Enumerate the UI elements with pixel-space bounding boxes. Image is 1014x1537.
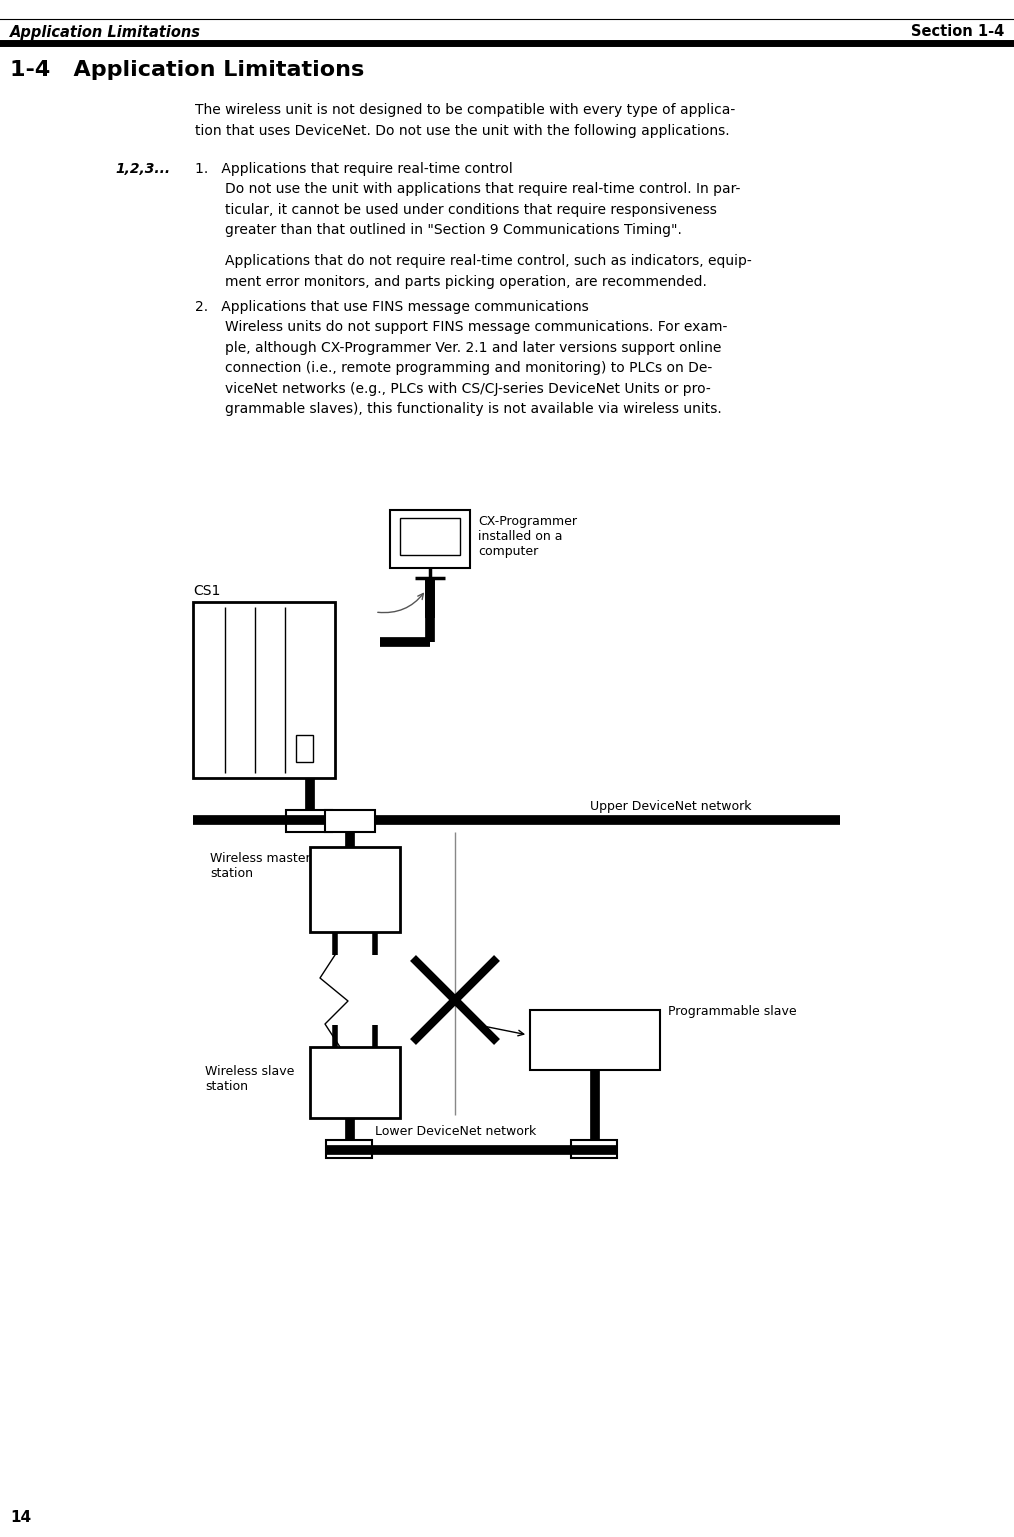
- Text: Lower DeviceNet network: Lower DeviceNet network: [375, 1125, 536, 1137]
- Bar: [390, 510, 470, 569]
- Bar: [296, 735, 313, 762]
- Bar: [530, 1010, 660, 1070]
- Text: 2.   Applications that use FINS message communications: 2. Applications that use FINS message co…: [195, 300, 589, 314]
- Text: The wireless unit is not designed to be compatible with every type of applica-
t: The wireless unit is not designed to be …: [195, 103, 735, 138]
- Text: Wireless slave
station: Wireless slave station: [205, 1065, 294, 1093]
- Bar: [571, 1140, 617, 1157]
- Text: Programmable slave: Programmable slave: [668, 1005, 797, 1017]
- Bar: [286, 810, 332, 832]
- Text: Section 1-4: Section 1-4: [911, 25, 1004, 40]
- Text: Applications that do not require real-time control, such as indicators, equip-
m: Applications that do not require real-ti…: [225, 254, 751, 289]
- Text: 1-4   Application Limitations: 1-4 Application Limitations: [10, 60, 364, 80]
- Text: Wireless master
station: Wireless master station: [210, 851, 310, 881]
- Text: Application Limitations: Application Limitations: [10, 25, 201, 40]
- Text: 14: 14: [10, 1509, 31, 1525]
- Bar: [193, 603, 335, 778]
- Text: 1.   Applications that require real-time control: 1. Applications that require real-time c…: [195, 161, 513, 177]
- Bar: [325, 810, 375, 832]
- Bar: [400, 518, 460, 555]
- Bar: [310, 1047, 400, 1117]
- Bar: [310, 847, 400, 931]
- Text: CX-Programmer
installed on a
computer: CX-Programmer installed on a computer: [478, 515, 577, 558]
- Text: CS1: CS1: [193, 584, 220, 598]
- Text: Upper DeviceNet network: Upper DeviceNet network: [590, 799, 751, 813]
- Text: Do not use the unit with applications that require real-time control. In par-
ti: Do not use the unit with applications th…: [225, 181, 740, 237]
- Text: 1,2,3...: 1,2,3...: [115, 161, 170, 177]
- Text: Wireless units do not support FINS message communications. For exam-
ple, althou: Wireless units do not support FINS messa…: [225, 320, 727, 417]
- Bar: [325, 1140, 372, 1157]
